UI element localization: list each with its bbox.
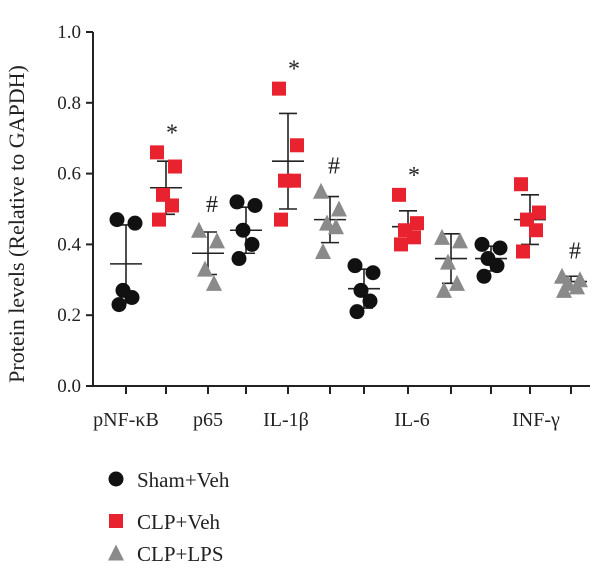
data-point-triangle bbox=[315, 242, 331, 259]
legend-label: Sham+Veh bbox=[137, 468, 230, 492]
data-point-triangle bbox=[569, 278, 585, 295]
significance-asterisk: * bbox=[288, 57, 300, 83]
data-point-triangle bbox=[209, 232, 225, 249]
data-point-circle bbox=[127, 215, 143, 231]
data-point-square bbox=[516, 244, 530, 259]
data-point-circle bbox=[244, 236, 260, 252]
data-point-triangle bbox=[452, 232, 468, 249]
significance-hash: # bbox=[206, 192, 218, 218]
data-point-square bbox=[392, 187, 406, 202]
y-tick-label: 0.8 bbox=[57, 93, 81, 114]
data-point-circle bbox=[347, 258, 363, 274]
data-point-circle bbox=[124, 290, 140, 305]
data-point-square bbox=[407, 230, 421, 245]
data-point-circle bbox=[231, 251, 247, 267]
data-point-circle bbox=[235, 222, 251, 238]
data-point-circle bbox=[349, 304, 365, 320]
data-point-square bbox=[394, 237, 408, 252]
data-point-circle bbox=[362, 293, 378, 309]
legend-label: CLP+LPS bbox=[137, 542, 224, 566]
data-point-circle bbox=[111, 297, 127, 313]
data-point-square bbox=[274, 212, 288, 227]
data-point-circle bbox=[109, 212, 125, 228]
data-point-triangle bbox=[328, 218, 344, 235]
x-category-label: pNF-κB bbox=[93, 409, 159, 431]
data-point-triangle bbox=[434, 228, 450, 245]
y-tick-label: 0.6 bbox=[57, 164, 81, 185]
data-point-square bbox=[152, 212, 166, 227]
data-point-circle bbox=[489, 258, 505, 274]
data-point-triangle bbox=[197, 260, 213, 277]
x-category-label: p65 bbox=[193, 409, 223, 431]
legend-label: CLP+Veh bbox=[137, 510, 221, 534]
data-point-triangle bbox=[556, 281, 572, 298]
data-point-square bbox=[514, 177, 528, 192]
data-point-circle bbox=[365, 265, 381, 281]
data-point-circle bbox=[492, 240, 508, 256]
x-category-label: IL-6 bbox=[394, 409, 430, 431]
data-point-square bbox=[410, 216, 424, 231]
data-point-circle bbox=[476, 268, 492, 284]
y-tick-label: 0.0 bbox=[57, 376, 81, 397]
data-point-square bbox=[532, 205, 546, 220]
data-point-circle bbox=[229, 194, 245, 210]
y-tick-label: 0.2 bbox=[57, 305, 81, 326]
x-category-label: INF-γ bbox=[512, 409, 560, 431]
data-point-circle bbox=[247, 197, 263, 213]
legend-marker-circle bbox=[108, 471, 124, 487]
data-point-triangle bbox=[449, 274, 465, 291]
data-point-square bbox=[520, 212, 534, 227]
significance-hash: # bbox=[569, 238, 581, 264]
data-point-triangle bbox=[436, 281, 452, 298]
data-point-square bbox=[150, 145, 164, 160]
data-point-square bbox=[168, 159, 182, 174]
significance-hash: # bbox=[328, 153, 340, 179]
data-point-square bbox=[529, 223, 543, 238]
data-point-circle bbox=[474, 236, 490, 252]
data-point-square bbox=[287, 173, 301, 188]
data-point-triangle bbox=[440, 253, 456, 270]
y-tick-label: 1.0 bbox=[57, 22, 81, 43]
y-axis-label: Protein levels (Relative to GAPDH) bbox=[4, 65, 29, 383]
data-point-circle bbox=[353, 282, 369, 298]
data-point-triangle bbox=[206, 274, 222, 291]
data-point-triangle bbox=[319, 214, 335, 231]
data-point-triangle bbox=[331, 200, 347, 217]
y-tick-label: 0.4 bbox=[57, 234, 81, 255]
data-point-square bbox=[165, 198, 179, 213]
data-point-square bbox=[156, 187, 170, 202]
x-category-label: IL-1β bbox=[263, 409, 309, 431]
significance-asterisk: * bbox=[408, 163, 420, 189]
data-point-triangle bbox=[313, 182, 329, 199]
data-point-square bbox=[272, 81, 286, 96]
legend-marker-triangle bbox=[108, 544, 124, 561]
legend-marker-square bbox=[109, 514, 123, 528]
data-point-square bbox=[290, 138, 304, 153]
data-point-triangle bbox=[191, 221, 207, 238]
significance-asterisk: * bbox=[166, 120, 178, 146]
